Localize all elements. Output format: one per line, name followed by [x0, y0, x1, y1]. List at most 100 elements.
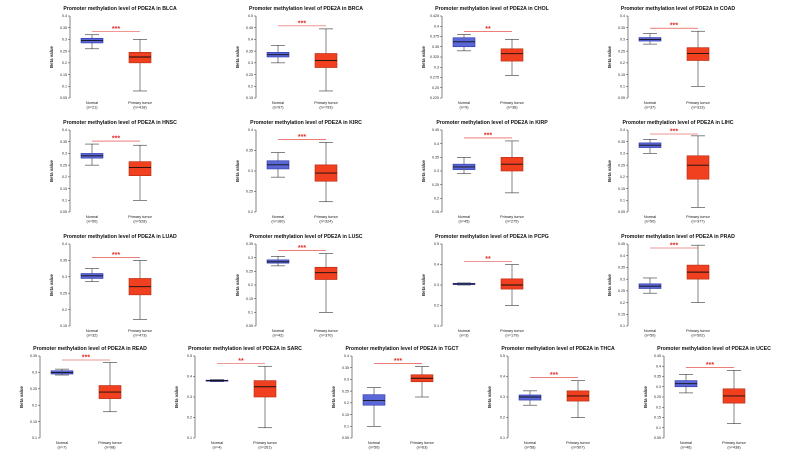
y-tick-label: 0.4 [344, 354, 349, 358]
chart-panel: Promoter methylation level of PDE2A in T… [487, 346, 615, 450]
sample-size-label: (n=3) [460, 334, 470, 338]
significance-stars: *** [670, 23, 678, 30]
y-tick-label: 0.2 [62, 61, 67, 65]
y-tick-label: 0.2 [620, 61, 625, 65]
sample-size-label: (n=9) [460, 106, 470, 110]
sample-size-label: (n=50) [86, 220, 98, 224]
category-label: Normal [644, 101, 656, 105]
chart-panel: Promoter methylation level of PDE2A in T… [331, 346, 459, 450]
category-label: Normal [458, 329, 470, 333]
y-tick-label: 0.15 [246, 297, 253, 301]
y-tick-label: 0.1 [620, 324, 625, 328]
y-tick-label: 0.3 [62, 38, 67, 42]
category-label: Primary tumor [500, 215, 525, 219]
y-tick-label: 0.3 [656, 385, 661, 389]
y-axis-label: Beta value [421, 273, 426, 296]
y-tick-label: 0.4 [187, 375, 192, 379]
y-tick-label: 0.3 [187, 395, 192, 399]
y-tick-label: 0.2 [500, 416, 505, 420]
chart-panel: Promoter methylation level of PDE2A in B… [49, 6, 177, 110]
chart-panel: Promoter methylation level of PDE2A in R… [19, 346, 147, 450]
sample-size-label: (n=4) [213, 446, 223, 450]
y-tick-label: 0.45 [432, 128, 439, 132]
box-iqr [128, 52, 152, 64]
y-axis-label: Beta value [607, 273, 612, 296]
box-iqr [518, 394, 542, 401]
chart-title: Promoter methylation level of PDE2A in H… [63, 120, 177, 126]
sample-size-label: (n=50) [368, 446, 380, 450]
y-tick-label: 0.225 [430, 96, 439, 100]
y-tick-label: 0.05 [342, 436, 349, 440]
y-tick-label: 0.15 [618, 187, 625, 191]
y-tick-label: 0.5 [434, 242, 439, 246]
category-label: Primary tumor [410, 441, 435, 445]
sample-size-label: (n=438) [727, 446, 741, 450]
category-label: Primary tumor [253, 441, 278, 445]
chart-title: Promoter methylation level of PDE2A in B… [63, 6, 177, 12]
y-tick-label: 0.05 [654, 436, 661, 440]
y-tick-label: 0.35 [60, 259, 67, 263]
category-label: Normal [211, 441, 223, 445]
y-tick-label: 0.25 [246, 270, 253, 274]
y-axis-label: Beta value [421, 45, 426, 68]
chart-title: Promoter methylation level of PDE2A in C… [621, 6, 735, 12]
category-label: Normal [644, 329, 656, 333]
y-tick-label: 0.4 [62, 242, 67, 246]
chart-title: Promoter methylation level of PDE2A in L… [63, 234, 177, 240]
y-tick-label: 0.4 [434, 263, 439, 267]
box-iqr [686, 155, 710, 180]
significance-stars: ** [485, 26, 491, 33]
y-tick-label: 0.4 [500, 375, 505, 379]
box-iqr [500, 48, 524, 62]
sample-size-label: (n=502) [691, 334, 705, 338]
y-tick-label: 0.2 [248, 283, 253, 287]
y-tick-label: 0.2 [344, 401, 349, 405]
y-tick-label: 0.1 [62, 198, 67, 202]
y-tick-label: 0.25 [246, 73, 253, 77]
y-tick-label: 0.1 [344, 424, 349, 428]
chart-title: Promoter methylation level of PDE2A in T… [501, 346, 615, 352]
chart-title: Promoter methylation level of PDE2A in R… [33, 346, 147, 352]
y-tick-label: 0.15 [654, 416, 661, 420]
chart-title: Promoter methylation level of PDE2A in K… [436, 120, 548, 126]
box-iqr [686, 47, 710, 61]
y-tick-label: 0.3 [620, 277, 625, 281]
y-tick-label: 0.3 [248, 61, 253, 65]
chart-title: Promoter methylation level of PDE2A in B… [249, 6, 363, 12]
y-axis-label: Beta value [421, 159, 426, 182]
y-tick-label: 0.35 [60, 26, 67, 30]
category-label: Normal [458, 215, 470, 219]
sample-size-label: (n=50) [644, 334, 656, 338]
chart-panel: Promoter methylation level of PDE2A in P… [607, 234, 735, 338]
y-tick-label: 0.25 [618, 49, 625, 53]
category-label: Normal [86, 215, 98, 219]
y-tick-label: 0.4 [620, 254, 625, 258]
category-label: Normal [644, 215, 656, 219]
y-tick-label: 0.3 [344, 378, 349, 382]
y-tick-label: 0.3 [434, 65, 439, 69]
chart-panel: Promoter methylation level of PDE2A in P… [421, 234, 549, 338]
category-label: Primary tumor [128, 329, 153, 333]
y-tick-label: 0.2 [62, 175, 67, 179]
box-iqr [314, 266, 338, 280]
significance-stars: *** [112, 136, 120, 143]
y-tick-label: 0.15 [60, 324, 67, 328]
y-tick-label: 0.2 [620, 175, 625, 179]
sample-size-label: (n=45) [458, 220, 470, 224]
y-tick-label: 0.05 [618, 210, 625, 214]
y-tick-label: 0.15 [30, 420, 37, 424]
chart-title: Promoter methylation level of PDE2A in P… [435, 234, 549, 240]
category-label: Normal [272, 215, 284, 219]
y-tick-label: 0.35 [618, 140, 625, 144]
category-label: Primary tumor [314, 101, 339, 105]
y-tick-label: 0.45 [654, 354, 661, 358]
significance-stars: *** [112, 252, 120, 259]
chart-title: Promoter methylation level of PDE2A in P… [621, 234, 735, 240]
category-label: Normal [458, 101, 470, 105]
sample-size-label: (n=32) [86, 334, 98, 338]
category-label: Normal [524, 441, 536, 445]
y-tick-label: 0.4 [62, 14, 67, 18]
sample-size-label: (n=98) [104, 446, 116, 450]
category-label: Normal [272, 101, 284, 105]
y-axis-label: Beta value [607, 45, 612, 68]
